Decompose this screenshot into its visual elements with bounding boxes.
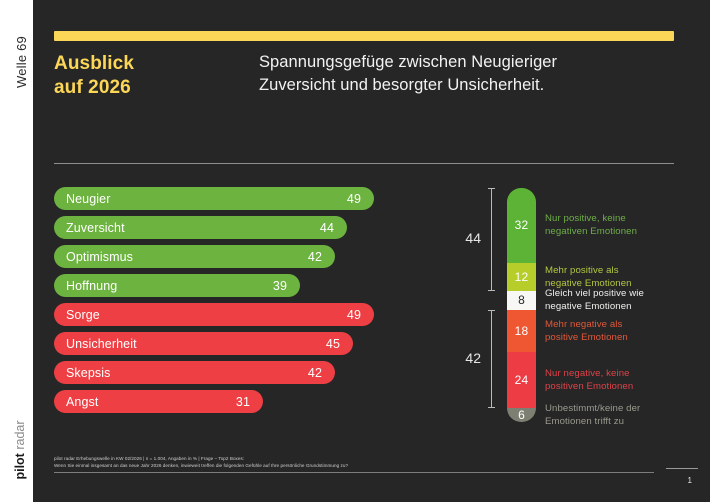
stack-segment-value: 8 [518,293,525,308]
bracket-44 [488,188,495,291]
stack-segment: 32 [507,188,536,263]
bar-label: Unsicherheit [66,336,137,351]
legend-line-1: Nur negative, keine [545,367,630,379]
bar-value: 44 [319,220,334,235]
legend-line-2: Emotionen trifft zu [545,416,625,428]
slide-canvas: Ausblick auf 2026 Spannungsgefüge zwisch… [33,0,710,502]
stack-segment: 24 [507,351,536,408]
stack-legend-item: Mehr positive als negative Emotionen [545,264,710,290]
page-title: Spannungsgefüge zwischen Neugieriger Zuv… [259,51,679,98]
kicker-line-2: auf 2026 [54,77,131,99]
left-rail: Welle 69 pilot radar [0,0,33,502]
stack-legend-item: Mehr negative als positive Emotionen [545,318,710,344]
stack-segment: 18 [507,309,536,352]
legend-line-2: positiven Emotionen [545,380,634,392]
stack-segment-value: 18 [514,323,529,338]
legend-line-1: Mehr negative als [545,318,623,330]
headline-line-1: Spannungsgefüge zwischen Neugieriger [259,53,558,71]
accent-top-bar [54,31,674,41]
stack-legend-item: Nur positive, keine negativen Emotionen [545,212,710,238]
page-number-rule [666,468,698,469]
bar-value: 49 [346,307,361,322]
stack-segment-value: 24 [514,372,529,387]
stack-legend-item: Unbestimmt/keine der Emotionen trifft zu [545,402,710,428]
emotion-bar-chart: Neugier 49 Zuversicht 44 Optimismus 42 Hoffnun… [54,187,394,419]
legend-line-1: Gleich viel positive wie [545,288,644,300]
bar-row: Zuversicht 44 [54,216,394,245]
bar-row: Hoffnung 39 [54,274,394,303]
bar-unsicherheit: Unsicherheit 45 [54,332,353,355]
bar-row: Skepsis 42 [54,361,394,390]
legend-line-2: positive Emotionen [545,331,628,343]
stack-segment-value: 6 [518,407,525,422]
bar-value: 49 [346,191,361,206]
stack-legend-item: Nur negative, keine positiven Emotionen [545,367,710,393]
bar-value: 45 [325,336,340,351]
bar-row: Neugier 49 [54,187,394,216]
stack-segment: 6 [507,407,536,422]
bar-label: Neugier [66,191,111,206]
bar-row: Angst 31 [54,390,394,419]
page-number: 1 [687,476,692,485]
legend-line-2: negative Emotionen [545,301,632,313]
legend-line-2: negativen Emotionen [545,226,638,238]
bar-label: Skepsis [66,365,111,380]
footnote-line-2: Wenn Sie einmal insgesamt an das neue Ja… [54,463,349,469]
logo-pilot: pilot [13,453,27,480]
bar-optimismus: Optimismus 42 [54,245,335,268]
legend-line-1: Unbestimmt/keine der [545,402,641,414]
footnote-line-1: pilot radar Erhebungswelle in KW 02/2026… [54,456,245,461]
legend-line-2: negative Emotionen [545,277,632,289]
bar-hoffnung: Hoffnung 39 [54,274,300,297]
legend-line-1: Nur positive, keine [545,213,626,225]
headline-line-2: Zuversicht und besorgter Unsicherheit. [259,76,545,95]
bar-label: Zuversicht [66,220,125,235]
bracket-value: 42 [465,349,481,366]
bar-label: Hoffnung [66,278,118,293]
legend-line-1: Mehr positive als [545,264,619,276]
header-divider [54,163,674,164]
bar-label: Optimismus [66,249,133,264]
bar-value: 42 [307,365,322,380]
kicker-line-1: Ausblick [54,53,134,74]
bar-angst: Angst 31 [54,390,263,413]
bracket-42 [488,309,495,409]
footnote: pilot radar Erhebungswelle in KW 02/2026… [54,455,654,469]
logo-radar: radar [13,420,27,454]
bar-row: Optimismus 42 [54,245,394,274]
bar-row: Sorge 49 [54,303,394,332]
bar-value: 42 [307,249,322,264]
footer-rule [54,472,654,473]
bar-row: Unsicherheit 45 [54,332,394,361]
bar-sorge: Sorge 49 [54,303,374,326]
stack-segment: 12 [507,262,536,291]
page-kicker: Ausblick auf 2026 [54,52,254,101]
stack-segment-value: 12 [514,269,529,284]
bar-label: Angst [66,394,99,409]
bracket-value: 44 [465,230,481,247]
pilot-radar-logo: pilot radar [10,400,30,500]
bar-value: 39 [272,278,287,293]
bar-neugier: Neugier 49 [54,187,374,210]
bar-skepsis: Skepsis 42 [54,361,335,384]
wave-label: Welle 69 [14,36,29,88]
bar-label: Sorge [66,307,100,322]
emotion-stacked-column: 32 12 8 18 24 6 [507,188,536,422]
stack-segment-value: 32 [514,218,529,233]
stack-segment: 8 [507,290,536,310]
stack-legend-item: Gleich viel positive wie negative Emotion… [545,287,710,313]
bar-zuversicht: Zuversicht 44 [54,216,347,239]
bar-value: 31 [235,394,250,409]
